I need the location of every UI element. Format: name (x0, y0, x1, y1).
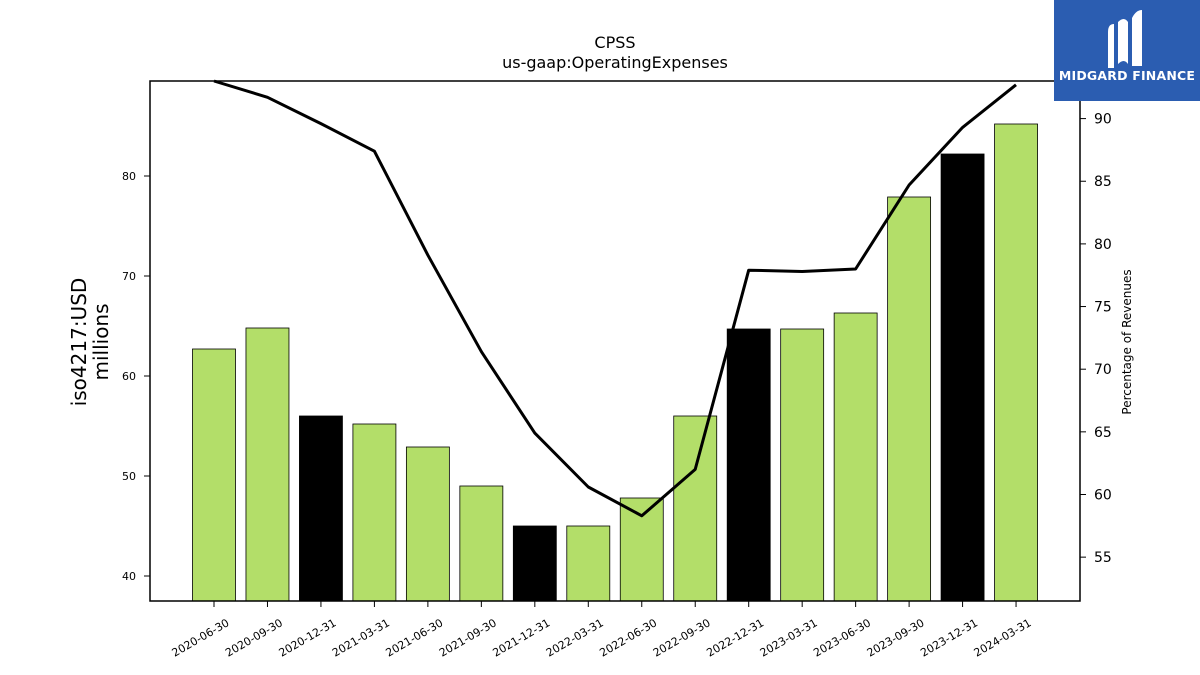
bar-2020-09-30 (245, 327, 290, 602)
y2-tick-label: 85 (1094, 174, 1112, 190)
bar-2023-12-31 (940, 153, 985, 602)
logo-mark-icon (1108, 10, 1142, 68)
y2-tick-label: 70 (1094, 362, 1112, 378)
bar-2022-06-30 (619, 497, 664, 602)
x-tick-label: 2023-06-30 (811, 616, 873, 659)
y-axis-label-line1: iso4217:USD (67, 278, 91, 407)
x-tick-label: 2021-12-31 (490, 616, 552, 659)
x-tick-label: 2023-09-30 (865, 616, 927, 659)
bar-2020-06-30 (192, 348, 236, 602)
x-tick-label: 2020-06-30 (170, 616, 232, 659)
midgard-finance-logo: MIDGARD FINANCE (1054, 0, 1200, 101)
x-tick-label: 2022-06-30 (597, 616, 659, 659)
x-tick-label: 2022-03-31 (544, 616, 606, 659)
y-axis-label-line2: millions (89, 303, 113, 380)
chart-title: CPSS (594, 33, 635, 52)
x-tick-label: 2021-06-30 (384, 616, 446, 659)
bar-2022-09-30 (673, 415, 718, 602)
y2-tick-label: 90 (1094, 112, 1112, 128)
y2-tick-label: 60 (1094, 487, 1112, 503)
x-tick-label: 2023-12-31 (918, 616, 980, 659)
bar-2023-03-31 (780, 328, 825, 602)
bar-2023-06-30 (833, 312, 878, 602)
bar-2021-09-30 (459, 485, 504, 602)
bar-2021-12-31 (512, 525, 557, 602)
bar-2021-06-30 (405, 446, 450, 602)
bar-2022-12-31 (726, 328, 771, 602)
bar-2023-09-30 (887, 196, 932, 602)
y-tick-label: 50 (122, 470, 136, 483)
x-tick-label: 2020-09-30 (223, 616, 285, 659)
y-tick-label: 80 (122, 170, 136, 183)
plot-frame (149, 80, 1081, 602)
y2-tick-label: 80 (1094, 237, 1112, 253)
x-tick-label: 2020-12-31 (277, 616, 339, 659)
bar-2021-03-31 (352, 423, 397, 602)
x-tick-label: 2024-03-31 (972, 616, 1034, 659)
y2-tick-label: 75 (1094, 300, 1112, 316)
x-axis-ticks: 2020-06-302020-09-302020-12-312021-03-31… (170, 601, 1034, 660)
y2-axis-label: Percentage of Revenues (1120, 269, 1134, 414)
right-axis-ticks: 55 60 65 70 75 80 85 90 (1080, 112, 1112, 566)
y-tick-label: 40 (122, 570, 136, 583)
x-tick-label: 2022-12-31 (704, 616, 766, 659)
x-tick-label: 2022-09-30 (651, 616, 713, 659)
bars (192, 123, 1038, 602)
x-tick-label: 2023-03-31 (758, 616, 820, 659)
y-tick-label: 70 (122, 270, 136, 283)
y2-tick-label: 55 (1094, 550, 1112, 566)
percentage-line (213, 79, 1017, 518)
bar-2022-03-31 (566, 525, 611, 602)
percentage-of-revenues-line (213, 79, 1017, 518)
chart-subtitle: us-gaap:OperatingExpenses (502, 53, 728, 72)
x-tick-label: 2021-09-30 (437, 616, 499, 659)
logo-text: MIDGARD FINANCE (1058, 68, 1196, 83)
bar-2020-12-31 (299, 415, 343, 602)
y2-tick-label: 65 (1094, 425, 1112, 441)
x-tick-label: 2021-03-31 (330, 616, 392, 659)
y-tick-label: 60 (122, 370, 136, 383)
left-axis-ticks: 40 50 60 70 80 (122, 170, 150, 583)
bar-2024-03-31 (994, 123, 1038, 602)
